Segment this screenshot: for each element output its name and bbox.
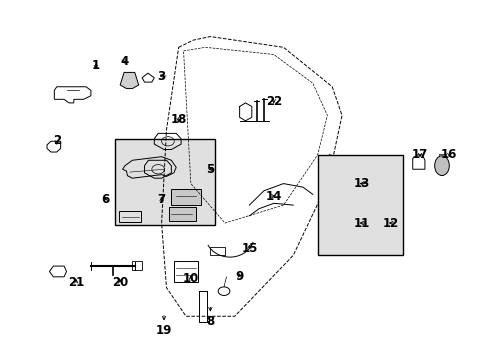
Text: 22: 22 [265, 95, 281, 108]
Text: 10: 10 [183, 272, 199, 285]
Bar [317, 155, 402, 255]
Text: 4: 4 [121, 55, 129, 68]
Text: 21: 21 [68, 276, 84, 289]
Bar [173, 261, 198, 282]
Text: 7: 7 [157, 193, 165, 206]
Text: 8: 8 [206, 315, 214, 328]
Text: 1: 1 [92, 59, 100, 72]
Text: 16: 16 [440, 148, 457, 161]
Bar [119, 211, 141, 222]
Text: 14: 14 [265, 190, 282, 203]
Text: 11: 11 [353, 216, 369, 230]
Ellipse shape [434, 156, 448, 176]
Text: 15: 15 [241, 242, 257, 255]
Text: 13: 13 [353, 177, 369, 190]
Bar [132, 261, 142, 270]
Text: 6: 6 [101, 193, 109, 206]
Text: 20: 20 [112, 276, 128, 289]
Polygon shape [120, 72, 139, 89]
Bar [210, 247, 224, 255]
Text: 2: 2 [53, 134, 61, 147]
Text: 18: 18 [170, 113, 186, 126]
Bar [115, 139, 215, 225]
Bar [171, 189, 200, 205]
Text: 5: 5 [206, 163, 214, 176]
Text: 3: 3 [157, 69, 165, 82]
Text: 19: 19 [156, 324, 172, 337]
Text: 9: 9 [235, 270, 243, 283]
Bar [168, 207, 195, 221]
Text: 17: 17 [411, 148, 427, 161]
Text: 12: 12 [382, 216, 398, 230]
